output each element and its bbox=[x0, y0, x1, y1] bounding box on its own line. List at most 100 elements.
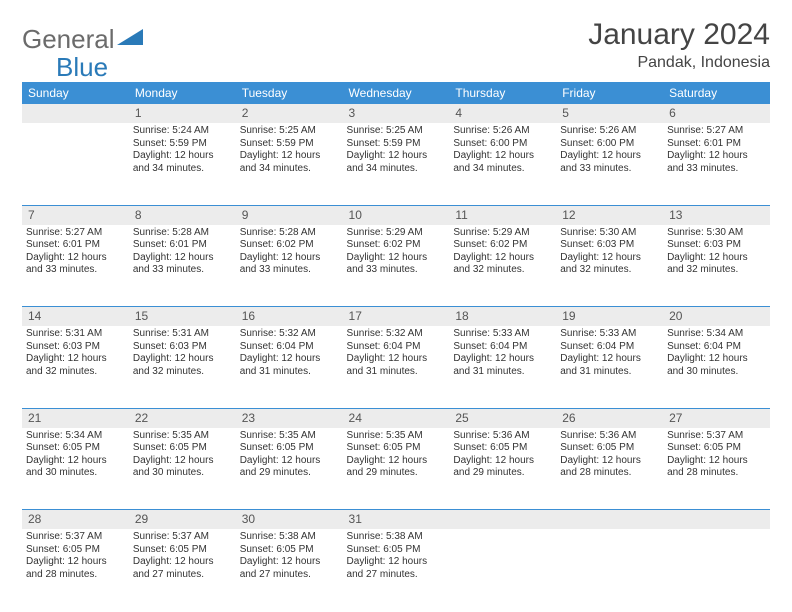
day-number: 23 bbox=[236, 408, 343, 428]
dl2-text: and 32 minutes. bbox=[453, 264, 552, 277]
day-cell: Sunrise: 5:35 AMSunset: 6:05 PMDaylight:… bbox=[129, 428, 236, 510]
day-cell: Sunrise: 5:28 AMSunset: 6:02 PMDaylight:… bbox=[236, 225, 343, 307]
sunset-text: Sunset: 6:04 PM bbox=[240, 341, 339, 354]
dl1-text: Daylight: 12 hours bbox=[347, 556, 446, 569]
day-number-row: 123456 bbox=[22, 104, 770, 123]
dl2-text: and 28 minutes. bbox=[26, 569, 125, 582]
sunset-text: Sunset: 6:04 PM bbox=[347, 341, 446, 354]
sunrise-text: Sunrise: 5:32 AM bbox=[347, 328, 446, 341]
weekday-header: Thursday bbox=[449, 82, 556, 104]
day-cell: Sunrise: 5:36 AMSunset: 6:05 PMDaylight:… bbox=[556, 428, 663, 510]
dl2-text: and 27 minutes. bbox=[133, 569, 232, 582]
day-cell: Sunrise: 5:26 AMSunset: 6:00 PMDaylight:… bbox=[449, 123, 556, 205]
sunset-text: Sunset: 6:05 PM bbox=[26, 544, 125, 557]
day-cell: Sunrise: 5:37 AMSunset: 6:05 PMDaylight:… bbox=[129, 529, 236, 611]
sunrise-text: Sunrise: 5:35 AM bbox=[240, 430, 339, 443]
sunrise-text: Sunrise: 5:29 AM bbox=[347, 227, 446, 240]
sunrise-text: Sunrise: 5:37 AM bbox=[667, 430, 766, 443]
weekday-header: Friday bbox=[556, 82, 663, 104]
day-number bbox=[556, 510, 663, 530]
day-content-row: Sunrise: 5:31 AMSunset: 6:03 PMDaylight:… bbox=[22, 326, 770, 408]
sunset-text: Sunset: 6:05 PM bbox=[133, 442, 232, 455]
dl1-text: Daylight: 12 hours bbox=[133, 556, 232, 569]
dl1-text: Daylight: 12 hours bbox=[240, 150, 339, 163]
sunrise-text: Sunrise: 5:31 AM bbox=[26, 328, 125, 341]
day-cell: Sunrise: 5:25 AMSunset: 5:59 PMDaylight:… bbox=[343, 123, 450, 205]
sunset-text: Sunset: 6:02 PM bbox=[240, 239, 339, 252]
sunset-text: Sunset: 6:02 PM bbox=[347, 239, 446, 252]
day-cell: Sunrise: 5:29 AMSunset: 6:02 PMDaylight:… bbox=[449, 225, 556, 307]
day-number: 27 bbox=[663, 408, 770, 428]
day-cell: Sunrise: 5:32 AMSunset: 6:04 PMDaylight:… bbox=[343, 326, 450, 408]
sunset-text: Sunset: 5:59 PM bbox=[133, 138, 232, 151]
sunrise-text: Sunrise: 5:30 AM bbox=[667, 227, 766, 240]
sunrise-text: Sunrise: 5:37 AM bbox=[26, 531, 125, 544]
day-content-row: Sunrise: 5:27 AMSunset: 6:01 PMDaylight:… bbox=[22, 225, 770, 307]
brand-part1: General bbox=[22, 24, 115, 55]
dl2-text: and 33 minutes. bbox=[133, 264, 232, 277]
sunrise-text: Sunrise: 5:28 AM bbox=[240, 227, 339, 240]
dl2-text: and 32 minutes. bbox=[560, 264, 659, 277]
dl2-text: and 30 minutes. bbox=[133, 467, 232, 480]
dl1-text: Daylight: 12 hours bbox=[560, 252, 659, 265]
dl2-text: and 31 minutes. bbox=[453, 366, 552, 379]
dl1-text: Daylight: 12 hours bbox=[453, 150, 552, 163]
day-number: 28 bbox=[22, 510, 129, 530]
day-cell: Sunrise: 5:37 AMSunset: 6:05 PMDaylight:… bbox=[663, 428, 770, 510]
day-number bbox=[22, 104, 129, 123]
brand-triangle-icon bbox=[117, 27, 143, 52]
day-number: 10 bbox=[343, 205, 450, 225]
day-number: 7 bbox=[22, 205, 129, 225]
sunset-text: Sunset: 6:00 PM bbox=[453, 138, 552, 151]
dl1-text: Daylight: 12 hours bbox=[133, 455, 232, 468]
day-cell: Sunrise: 5:24 AMSunset: 5:59 PMDaylight:… bbox=[129, 123, 236, 205]
dl1-text: Daylight: 12 hours bbox=[26, 252, 125, 265]
day-cell: Sunrise: 5:30 AMSunset: 6:03 PMDaylight:… bbox=[663, 225, 770, 307]
dl2-text: and 32 minutes. bbox=[133, 366, 232, 379]
day-number-row: 14151617181920 bbox=[22, 307, 770, 327]
dl2-text: and 31 minutes. bbox=[240, 366, 339, 379]
day-cell: Sunrise: 5:29 AMSunset: 6:02 PMDaylight:… bbox=[343, 225, 450, 307]
dl1-text: Daylight: 12 hours bbox=[347, 150, 446, 163]
dl1-text: Daylight: 12 hours bbox=[347, 353, 446, 366]
dl2-text: and 27 minutes. bbox=[240, 569, 339, 582]
day-cell: Sunrise: 5:35 AMSunset: 6:05 PMDaylight:… bbox=[343, 428, 450, 510]
sunset-text: Sunset: 6:05 PM bbox=[133, 544, 232, 557]
day-number: 11 bbox=[449, 205, 556, 225]
sunrise-text: Sunrise: 5:36 AM bbox=[453, 430, 552, 443]
sunset-text: Sunset: 5:59 PM bbox=[347, 138, 446, 151]
dl1-text: Daylight: 12 hours bbox=[133, 150, 232, 163]
day-cell: Sunrise: 5:31 AMSunset: 6:03 PMDaylight:… bbox=[22, 326, 129, 408]
dl2-text: and 30 minutes. bbox=[26, 467, 125, 480]
sunrise-text: Sunrise: 5:26 AM bbox=[453, 125, 552, 138]
day-number-row: 21222324252627 bbox=[22, 408, 770, 428]
day-cell: Sunrise: 5:37 AMSunset: 6:05 PMDaylight:… bbox=[22, 529, 129, 611]
sunrise-text: Sunrise: 5:34 AM bbox=[26, 430, 125, 443]
dl2-text: and 33 minutes. bbox=[667, 163, 766, 176]
dl2-text: and 32 minutes. bbox=[667, 264, 766, 277]
day-number: 15 bbox=[129, 307, 236, 327]
sunset-text: Sunset: 6:01 PM bbox=[667, 138, 766, 151]
sunrise-text: Sunrise: 5:25 AM bbox=[347, 125, 446, 138]
day-cell: Sunrise: 5:33 AMSunset: 6:04 PMDaylight:… bbox=[449, 326, 556, 408]
dl2-text: and 29 minutes. bbox=[240, 467, 339, 480]
sunset-text: Sunset: 5:59 PM bbox=[240, 138, 339, 151]
dl1-text: Daylight: 12 hours bbox=[240, 252, 339, 265]
day-cell: Sunrise: 5:32 AMSunset: 6:04 PMDaylight:… bbox=[236, 326, 343, 408]
day-number: 21 bbox=[22, 408, 129, 428]
day-number: 13 bbox=[663, 205, 770, 225]
dl2-text: and 34 minutes. bbox=[347, 163, 446, 176]
sunset-text: Sunset: 6:01 PM bbox=[26, 239, 125, 252]
weekday-header: Sunday bbox=[22, 82, 129, 104]
sunset-text: Sunset: 6:03 PM bbox=[560, 239, 659, 252]
dl2-text: and 29 minutes. bbox=[453, 467, 552, 480]
day-number: 29 bbox=[129, 510, 236, 530]
sunrise-text: Sunrise: 5:28 AM bbox=[133, 227, 232, 240]
dl2-text: and 30 minutes. bbox=[667, 366, 766, 379]
sunrise-text: Sunrise: 5:30 AM bbox=[560, 227, 659, 240]
dl2-text: and 33 minutes. bbox=[26, 264, 125, 277]
dl2-text: and 34 minutes. bbox=[133, 163, 232, 176]
day-number: 18 bbox=[449, 307, 556, 327]
dl1-text: Daylight: 12 hours bbox=[347, 252, 446, 265]
day-number: 26 bbox=[556, 408, 663, 428]
